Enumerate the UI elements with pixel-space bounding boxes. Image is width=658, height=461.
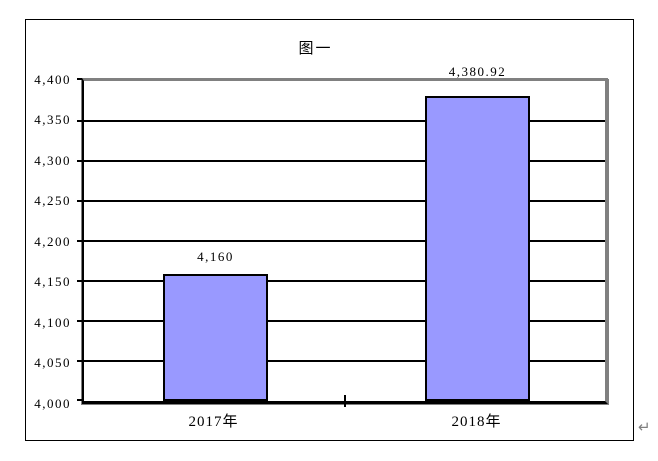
gridline — [84, 360, 605, 362]
paragraph-return-icon: ↵ — [638, 418, 651, 436]
y-axis-tick-label: 4,050 — [34, 355, 71, 370]
y-axis-tick-mark — [77, 320, 82, 322]
y-axis-tick-label: 4,300 — [34, 153, 71, 168]
x-axis-category-label-2017: 2017年 — [188, 414, 239, 430]
y-axis-tick-mark — [77, 240, 82, 242]
x-axis-tick-mark — [344, 395, 346, 407]
gridline — [84, 240, 605, 242]
y-axis-tick-label: 4,250 — [34, 193, 71, 208]
y-axis-tick-label: 4,400 — [34, 72, 71, 87]
gridline — [84, 320, 605, 322]
data-label-2018: 4,380.92 — [448, 64, 507, 79]
chart-title: 图一 — [298, 41, 333, 57]
gridline — [84, 280, 605, 282]
y-axis-tick-mark — [77, 360, 82, 362]
y-axis-tick-mark — [77, 78, 82, 80]
data-label-2017: 4,160 — [197, 249, 234, 264]
chart-object-frame[interactable]: 图一 4,400 4,350 4,300 4,250 4,200 4,150 4… — [25, 19, 634, 441]
y-axis-tick-label: 4,100 — [34, 315, 71, 330]
y-axis-tick-mark — [77, 280, 82, 282]
plot-area[interactable]: 4,160 4,380.92 — [77, 64, 608, 407]
y-axis-tick-label: 4,200 — [34, 234, 71, 249]
gridline — [84, 200, 605, 202]
y-axis-tick-label: 4,350 — [34, 112, 71, 127]
y-axis-tick-mark — [77, 399, 82, 401]
gridline — [84, 120, 605, 122]
y-axis-tick-mark — [77, 120, 82, 122]
y-axis-tick-mark — [77, 200, 82, 202]
gridline — [84, 160, 605, 162]
y-axis-tick-label: 4,000 — [34, 396, 71, 411]
bar-2017[interactable] — [163, 274, 268, 401]
y-axis-tick-mark — [77, 160, 82, 162]
y-axis-tick-label: 4,150 — [34, 274, 71, 289]
x-axis-category-label-2018: 2018年 — [451, 414, 502, 430]
bar-2018[interactable] — [425, 96, 530, 401]
